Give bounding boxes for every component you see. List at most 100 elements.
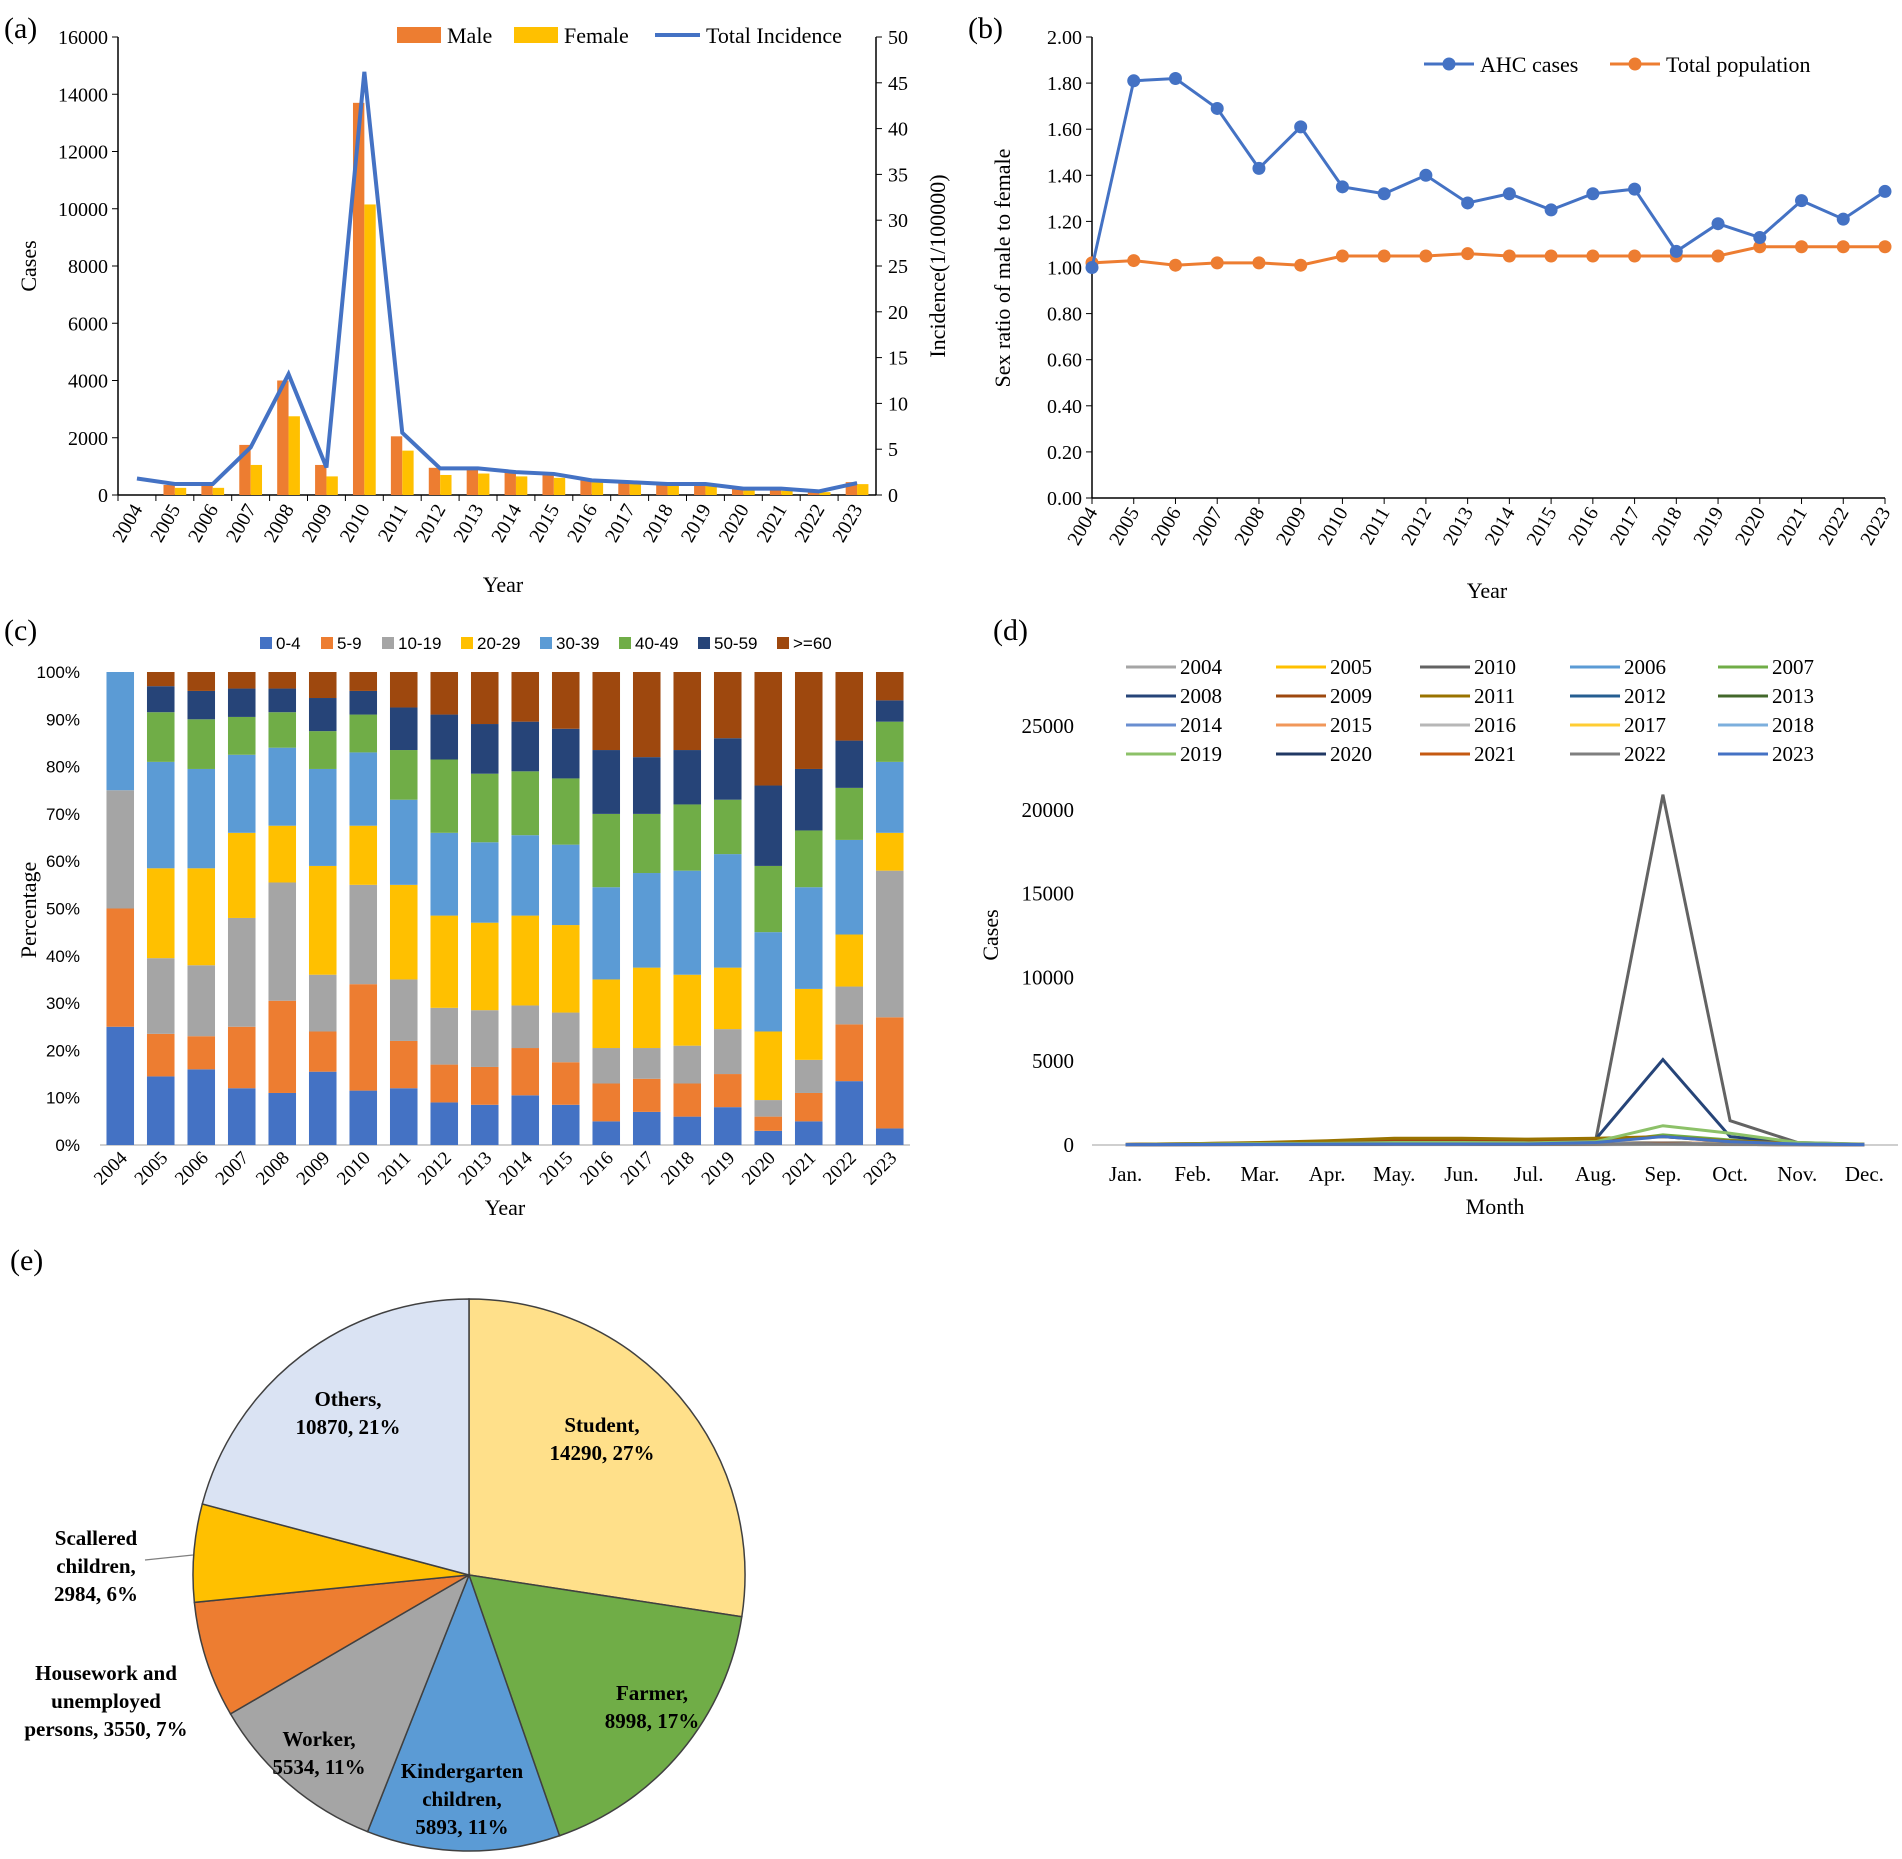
y2-tick-label: 50 bbox=[888, 27, 908, 49]
bar-segment-04 bbox=[187, 1069, 216, 1145]
x-tick-label: 2011 bbox=[374, 501, 413, 546]
legend-label-2007: 2007 bbox=[1772, 655, 1814, 679]
bar-segment-04 bbox=[794, 1121, 823, 1145]
bar-segment-5059 bbox=[592, 750, 621, 814]
y-tick-label: 10% bbox=[46, 1089, 80, 1108]
pie-slice-student bbox=[468, 1298, 746, 1618]
bar-segment-04 bbox=[430, 1102, 459, 1145]
legend-swatch-2029 bbox=[461, 637, 473, 649]
pie-label-student: 14290, 27% bbox=[550, 1441, 655, 1465]
x-tick-label: 2008 bbox=[1230, 504, 1269, 550]
bar-segment-04 bbox=[511, 1095, 540, 1145]
point-total-population bbox=[1753, 240, 1767, 254]
bar-segment-59 bbox=[430, 1064, 459, 1103]
y2-tick-label: 30 bbox=[888, 210, 908, 232]
bar-segment-1019 bbox=[835, 986, 864, 1025]
bar-segment-04 bbox=[551, 1104, 580, 1145]
bar-segment-4049 bbox=[389, 750, 418, 800]
legend-label-2006: 2006 bbox=[1624, 655, 1666, 679]
bar-segment-5059 bbox=[713, 738, 742, 800]
x-tick-label: 2019 bbox=[698, 1148, 740, 1190]
y-tick-label: 10000 bbox=[58, 199, 108, 221]
y2-tick-label: 35 bbox=[888, 164, 908, 186]
bar-male bbox=[504, 472, 516, 495]
bar-segment-3039 bbox=[794, 887, 823, 989]
y-tick-label: 0% bbox=[55, 1136, 80, 1155]
x-tick-label: 2005 bbox=[146, 501, 185, 547]
y2-tick-label: 0 bbox=[888, 485, 898, 507]
bar-segment-5059 bbox=[349, 690, 378, 715]
bar-female bbox=[857, 484, 869, 495]
bar-segment-59 bbox=[511, 1048, 540, 1096]
bar-segment-3039 bbox=[835, 839, 864, 935]
x-tick-label: 2014 bbox=[495, 1147, 537, 1189]
point-ahc-cases bbox=[1878, 184, 1892, 198]
point-total-population bbox=[1210, 256, 1224, 270]
bar-segment-1019 bbox=[227, 917, 256, 1027]
bar-male bbox=[163, 484, 175, 495]
bar-segment-04 bbox=[713, 1107, 742, 1145]
bar-female bbox=[743, 489, 755, 495]
x-tick-label: 2004 bbox=[1063, 504, 1102, 550]
x-tick-label: 2018 bbox=[657, 1148, 699, 1190]
bar-segment-04 bbox=[754, 1130, 783, 1145]
bar-segment-60 bbox=[227, 672, 256, 689]
bar-male bbox=[656, 482, 668, 495]
pie-slice-housework-and-unemployed-persons bbox=[193, 1574, 470, 1715]
legend-label-2010: 2010 bbox=[1474, 655, 1516, 679]
bar-segment-2029 bbox=[389, 884, 418, 980]
bar-segment-60 bbox=[187, 672, 216, 691]
y-tick-label: 1.00 bbox=[1047, 258, 1082, 280]
pie-label-kindergarten-children: 5893, 11% bbox=[415, 1815, 508, 1839]
bar-female bbox=[667, 483, 679, 495]
x-tick-label: 2010 bbox=[333, 1148, 375, 1190]
panel-a: (a) 0 2000 4000 6000 8000 10000 12000 14000 16000… bbox=[4, 12, 950, 597]
bar-segment-1019 bbox=[875, 870, 904, 1018]
point-total-population bbox=[1878, 240, 1892, 254]
point-total-population bbox=[1711, 249, 1725, 263]
y2-tick-label: 20 bbox=[888, 302, 908, 324]
bar-segment-4049 bbox=[511, 771, 540, 836]
y-tick-label: 80% bbox=[46, 758, 80, 777]
bar-male bbox=[542, 474, 554, 495]
bar-segment-1019 bbox=[268, 882, 297, 1001]
x-tick-label: 2011 bbox=[374, 1148, 415, 1189]
y-tick-label: 0 bbox=[98, 485, 108, 507]
y-tick-label: 12000 bbox=[58, 142, 108, 164]
bar-segment-04 bbox=[146, 1076, 175, 1145]
y2-axis-title: Incidence(1/100000) bbox=[925, 174, 950, 357]
bar-segment-60 bbox=[389, 672, 418, 708]
bar-segment-5059 bbox=[551, 728, 580, 779]
y-tick-label: 0.40 bbox=[1047, 396, 1082, 418]
bar-segment-4049 bbox=[875, 721, 904, 762]
pie-slice-worker bbox=[229, 1573, 471, 1833]
legend-swatch-5059 bbox=[698, 637, 710, 649]
y-tick-label: 1.80 bbox=[1047, 73, 1082, 95]
bar-segment-1019 bbox=[511, 1005, 540, 1049]
bar-segment-2029 bbox=[349, 825, 378, 885]
pie-label-housework-and-unemployed-persons: Housework and bbox=[35, 1661, 177, 1685]
legend-label-total-population: Total population bbox=[1666, 52, 1811, 77]
legend-label-2018: 2018 bbox=[1772, 713, 1814, 737]
legend-label: 5-9 bbox=[337, 634, 362, 653]
x-tick-label: Jan. bbox=[1109, 1162, 1142, 1186]
bar-male bbox=[807, 491, 820, 495]
x-tick-label: 2007 bbox=[212, 1148, 254, 1190]
point-total-population bbox=[1795, 240, 1809, 254]
point-ahc-cases bbox=[1419, 168, 1433, 182]
legend-label: 0-4 bbox=[276, 634, 301, 653]
bar-segment-4049 bbox=[187, 719, 216, 769]
bar-segment-3039 bbox=[268, 747, 297, 826]
y-tick-label: 1.60 bbox=[1047, 119, 1082, 141]
y-axis-title: Sex ratio of male to female bbox=[990, 149, 1015, 388]
y-tick-label: 20000 bbox=[1022, 798, 1075, 822]
point-total-population bbox=[1294, 258, 1308, 272]
bar-segment-3039 bbox=[875, 761, 904, 833]
bar-segment-5059 bbox=[187, 690, 216, 720]
bar-segment-60 bbox=[835, 672, 864, 741]
y-tick-label: 5000 bbox=[1032, 1049, 1074, 1073]
bar-segment-59 bbox=[794, 1092, 823, 1122]
x-tick-label: 2023 bbox=[860, 1148, 902, 1190]
bar-male bbox=[845, 482, 858, 495]
bar-segment-1019 bbox=[106, 790, 135, 909]
